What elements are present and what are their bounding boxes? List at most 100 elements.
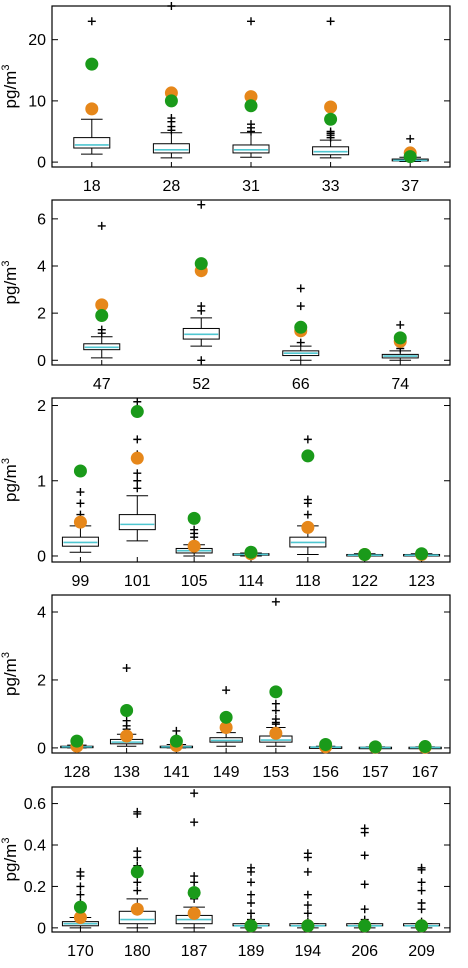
green-marker (415, 547, 429, 561)
outlier-marker (271, 597, 280, 606)
y-tick-label: 0 (37, 740, 46, 757)
outlier-marker (172, 726, 181, 735)
x-tick-label: 156 (312, 764, 339, 781)
x-tick-label: 122 (351, 573, 378, 590)
y-tick-label: 0.4 (24, 838, 46, 855)
x-tick-label: 138 (113, 764, 140, 781)
box-118: 118 (289, 435, 327, 590)
x-tick-label: 157 (362, 764, 389, 781)
box-99: 99 (61, 464, 99, 590)
outlier-marker (303, 510, 312, 519)
iqr-box (232, 144, 270, 154)
x-tick-label: 153 (263, 764, 290, 781)
box-138: 138 (109, 664, 144, 781)
box-189: 189 (232, 863, 270, 960)
iqr-box (118, 514, 156, 531)
orange-marker (130, 902, 144, 916)
x-tick-label: 194 (295, 943, 322, 960)
axes-frame (51, 397, 451, 563)
y-axis-title-superscript: 3 (0, 261, 12, 267)
y-axis-title-unit: pg/m (1, 658, 20, 696)
outlier-marker (97, 325, 106, 334)
box-167: 167 (408, 740, 442, 781)
panel-5: 0 0.2 0.4 0.6 pg/m3 170 180 187 189 194 206 209 (0, 786, 451, 960)
outlier-marker (222, 686, 231, 695)
box-128: 128 (60, 734, 94, 781)
outlier-marker (133, 435, 142, 444)
outlier-marker (271, 720, 280, 729)
x-tick-label: 114 (238, 573, 264, 590)
green-marker (301, 919, 315, 933)
outlier-marker (360, 905, 369, 914)
box-105: 105 (175, 511, 213, 590)
green-marker (169, 734, 183, 748)
outlier-marker (197, 356, 206, 365)
outlier-marker (247, 120, 255, 129)
orange-marker (130, 451, 144, 465)
outlier-marker (326, 17, 335, 26)
x-tick-label: 66 (292, 376, 310, 393)
panel-4: 0 2 4 pg/m3 128 138 141 149 153 156 157 167 (0, 594, 451, 781)
x-tick-label: 18 (83, 178, 101, 195)
green-marker (187, 886, 201, 900)
iqr-box (152, 143, 190, 154)
outlier-marker (296, 284, 305, 293)
green-marker (73, 900, 87, 914)
y-tick-label: 0 (37, 920, 46, 937)
y-tick-label: 2 (37, 672, 46, 689)
outlier-marker (303, 499, 312, 508)
outlier-marker (76, 488, 85, 497)
x-tick-label: 52 (192, 376, 210, 393)
outlier-marker (247, 890, 255, 899)
box-66: 66 (282, 284, 320, 393)
outlier-marker (360, 828, 369, 837)
outlier-marker (296, 302, 305, 311)
green-marker (85, 57, 99, 71)
x-tick-label: 149 (213, 764, 240, 781)
x-tick-label: 123 (408, 573, 435, 590)
x-tick-label: 74 (391, 376, 409, 393)
outlier-marker (247, 867, 255, 876)
outlier-marker (247, 899, 255, 907)
box-74: 74 (381, 320, 419, 393)
box-157: 157 (358, 740, 393, 781)
x-tick-label: 128 (64, 764, 91, 781)
y-axis-title-unit: pg/m (1, 71, 20, 109)
outlier-marker (247, 17, 255, 26)
outlier-marker (326, 127, 335, 136)
outlier-marker (133, 809, 142, 818)
x-tick-label: 37 (401, 178, 419, 195)
green-marker (194, 257, 208, 271)
box-47: 47 (83, 221, 121, 393)
outlier-marker (296, 338, 305, 347)
outlier-marker (190, 789, 199, 798)
y-tick-label: 0.6 (24, 796, 46, 813)
y-axis-title: pg/m3 (0, 458, 20, 502)
orange-marker (120, 729, 134, 743)
orange-marker (301, 520, 315, 534)
outlier-marker (133, 878, 142, 887)
green-marker (294, 320, 308, 334)
box-28: 28 (152, 2, 190, 195)
y-tick-label: 4 (37, 259, 46, 276)
outlier-marker (271, 699, 280, 708)
green-marker (324, 112, 338, 126)
green-marker (219, 710, 233, 724)
orange-marker (95, 298, 109, 312)
green-marker (244, 99, 258, 113)
axes-frame (51, 594, 451, 754)
x-tick-label: 209 (408, 943, 435, 960)
outlier-marker (303, 853, 312, 862)
green-marker (73, 464, 87, 478)
outlier-marker (133, 476, 142, 485)
outlier-marker (396, 320, 405, 329)
x-tick-label: 105 (181, 573, 208, 590)
outlier-marker (417, 878, 426, 887)
green-marker (70, 734, 84, 748)
orange-marker (269, 726, 283, 740)
y-tick-label: 0 (37, 548, 46, 565)
outlier-marker (303, 901, 312, 910)
orange-marker (73, 911, 87, 924)
green-marker (319, 738, 333, 752)
